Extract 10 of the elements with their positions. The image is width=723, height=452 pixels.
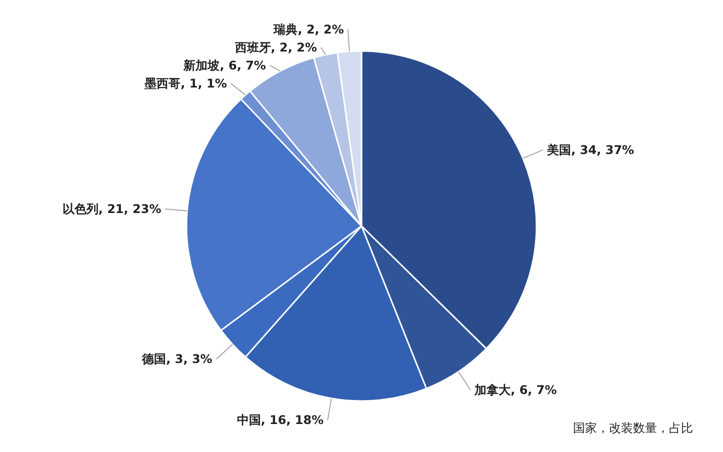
slice-label: 新加坡, 6, 7%	[182, 58, 266, 72]
slice-label: 中国, 16, 18%	[236, 413, 324, 428]
slice-label: 德国, 3, 3%	[141, 352, 212, 366]
slice-label: 瑞典, 2, 2%	[272, 22, 344, 36]
text: 国家，改装数量，占比	[573, 421, 693, 435]
slice-label: 以色列, 21, 23%	[62, 202, 162, 216]
slice-label: 加拿大, 6, 7%	[474, 383, 557, 398]
slice-label: 墨西哥, 1, 1%	[144, 76, 227, 90]
slice-label: 西班牙, 2, 2%	[234, 40, 317, 54]
slice-label: 美国, 34, 37%	[546, 142, 634, 157]
